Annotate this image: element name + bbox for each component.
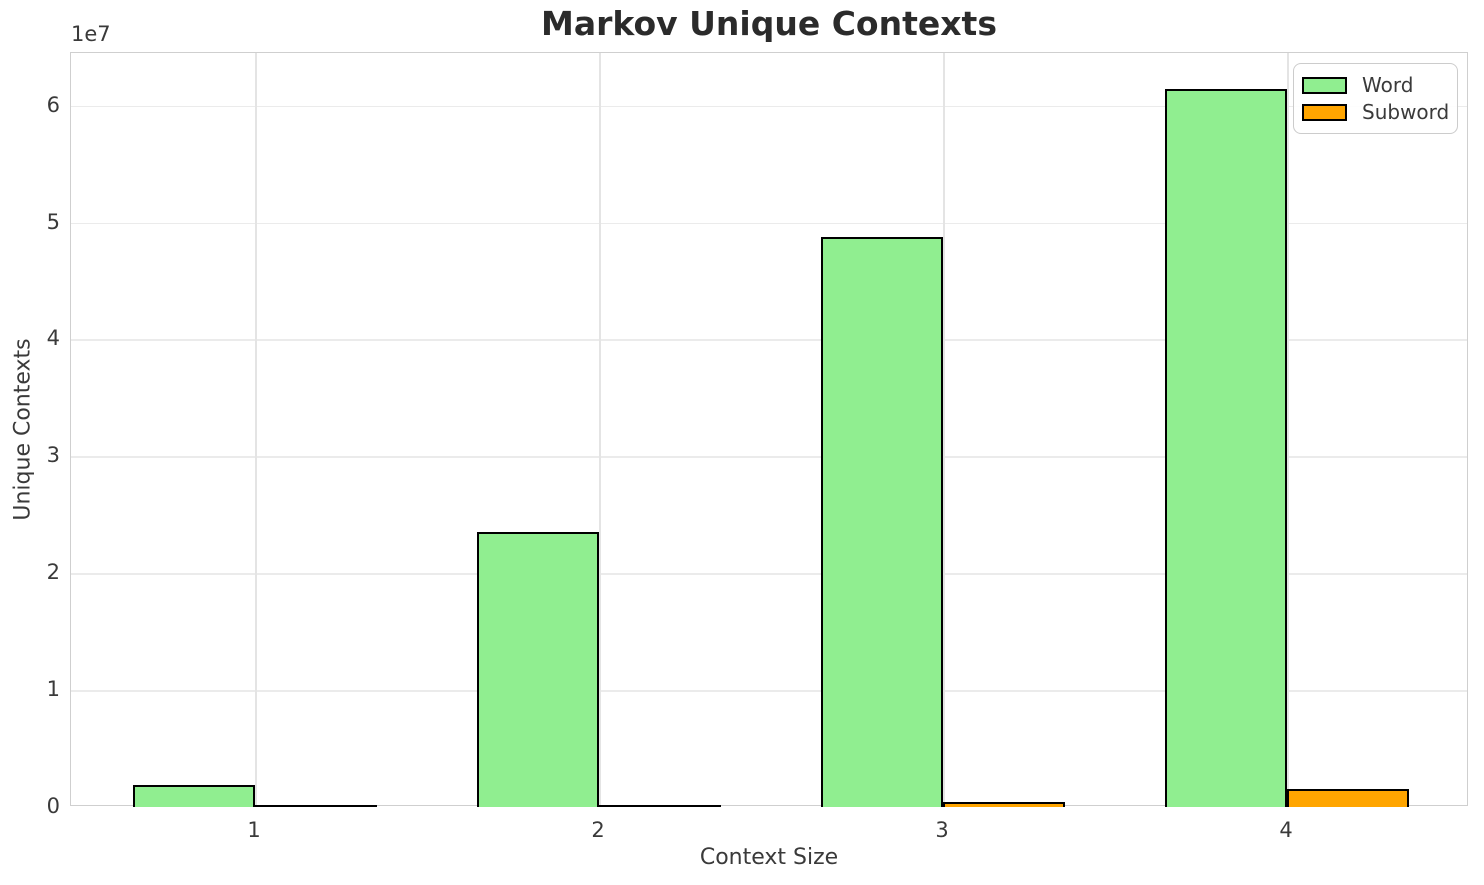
plot-area [70, 52, 1468, 807]
gridline-v-2 [599, 53, 601, 805]
bar-subword-4 [1287, 788, 1409, 807]
y-tick-label-0: 0 [46, 794, 60, 818]
x-axis-label: Context Size [699, 845, 839, 870]
chart-title: Markov Unique Contexts [541, 4, 997, 43]
y-axis-label: Unique Contexts [10, 338, 36, 521]
y-tick-label-3: 3 [46, 443, 60, 468]
x-tick-label-1: 1 [247, 818, 261, 842]
bar-subword-3 [943, 802, 1065, 807]
gridline-h-2 [71, 573, 1467, 575]
y-tick-label-5: 5 [46, 209, 60, 234]
gridline-h-1 [71, 690, 1467, 692]
bar-word-4 [1165, 89, 1287, 807]
bar-word-3 [821, 236, 943, 807]
gridline-h-5 [71, 222, 1467, 224]
legend-label-word: Word [1362, 73, 1414, 97]
legend-item-word: Word [1302, 73, 1445, 97]
gridline-v-3 [943, 53, 945, 805]
x-tick-label-2: 2 [591, 818, 605, 842]
x-tick-label-3: 3 [935, 818, 949, 842]
gridline-v-4 [1287, 53, 1289, 805]
legend-swatch-word [1302, 76, 1347, 94]
gridline-h-6 [71, 105, 1467, 108]
bar-subword-1 [255, 804, 377, 807]
y-tick-label-6: 6 [46, 92, 60, 117]
legend-swatch-subword [1302, 103, 1347, 121]
legend: Word Subword [1293, 63, 1458, 134]
legend-items: Word Subword [1302, 73, 1449, 124]
legend-item-subword: Subword [1302, 100, 1449, 124]
y-tick-label-1: 1 [46, 677, 60, 702]
gridline-h-3 [71, 456, 1467, 458]
y-tick-label-2: 2 [46, 560, 60, 585]
bar-word-1 [133, 784, 255, 807]
bar-subword-2 [599, 804, 721, 807]
x-tick-label-4: 4 [1279, 818, 1293, 842]
gridline-v-1 [255, 53, 257, 805]
y-axis-offset-text: 1e7 [71, 22, 111, 46]
legend-label-subword: Subword [1362, 100, 1450, 124]
gridline-h-4 [71, 339, 1467, 341]
bar-word-2 [477, 532, 599, 807]
y-tick-label-4: 4 [46, 326, 60, 351]
